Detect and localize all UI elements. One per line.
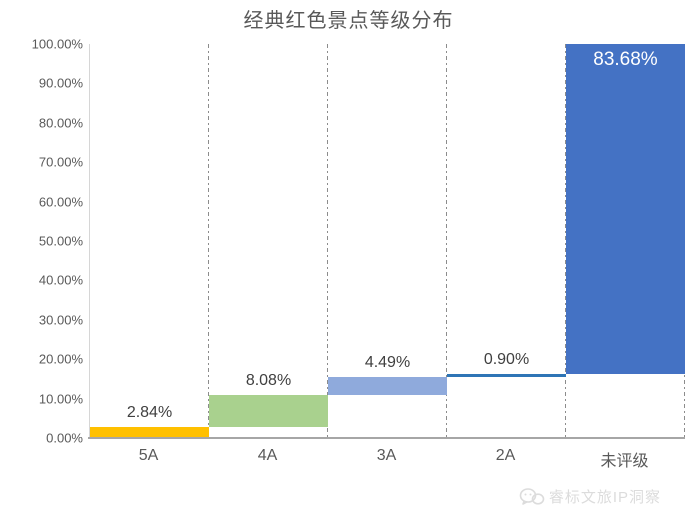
y-axis-tick-label: 50.00% — [38, 233, 83, 249]
y-axis-tick-label: 100.00% — [31, 36, 83, 52]
y-axis: 0.00% 10.00% 20.00% 30.00% 40.00% 50.00% 60.00… — [0, 37, 83, 446]
data-label-5A: 2.84% — [126, 403, 173, 421]
category-separator-line — [565, 44, 566, 438]
y-axis-tick-label: 40.00% — [38, 272, 83, 288]
x-axis-labels: 5A 4A 3A 2A 未评级 — [89, 447, 684, 473]
watermark-text: 睿标文旅IP洞察 — [548, 489, 661, 506]
watermark: 睿标文旅IP洞察 — [519, 486, 661, 507]
x-axis-label-5A: 5A — [138, 447, 159, 464]
data-label-未评级: 83.68% — [593, 49, 658, 71]
data-label-2A: 0.90% — [483, 350, 530, 368]
bar-4A — [209, 394, 328, 427]
y-axis-tick-label: 70.00% — [38, 154, 83, 170]
bar-2A — [447, 373, 566, 378]
category-separator-line — [327, 44, 328, 438]
bar-5A — [90, 426, 209, 438]
data-label-3A: 4.49% — [364, 354, 411, 372]
bar-未评级 — [566, 44, 685, 374]
wechat-logo-icon — [519, 487, 545, 507]
y-axis-tick-label: 0.00% — [46, 430, 83, 446]
data-label-4A: 8.08% — [245, 371, 292, 389]
y-axis-tick-label: 30.00% — [38, 312, 83, 328]
x-axis-line — [88, 437, 685, 439]
x-axis-label-2A: 2A — [495, 447, 516, 464]
plot-area: 2.84% 8.08% 4.49% 0.90% 83.68% — [89, 44, 685, 438]
x-axis-label-4A: 4A — [257, 447, 278, 464]
y-axis-tick-label: 60.00% — [38, 194, 83, 210]
chart-title: 经典红色景点等级分布 — [243, 10, 454, 32]
category-separator-line — [446, 44, 447, 438]
y-axis-tick-label: 90.00% — [38, 75, 83, 91]
y-axis-tick-label: 10.00% — [38, 391, 83, 407]
y-axis-tick-label: 80.00% — [38, 115, 83, 131]
bar-3A — [328, 377, 447, 395]
y-axis-tick-label: 20.00% — [38, 351, 83, 367]
x-axis-label-3A: 3A — [376, 447, 397, 464]
x-axis-label-未评级: 未评级 — [600, 453, 649, 470]
category-separator-line — [208, 44, 209, 438]
